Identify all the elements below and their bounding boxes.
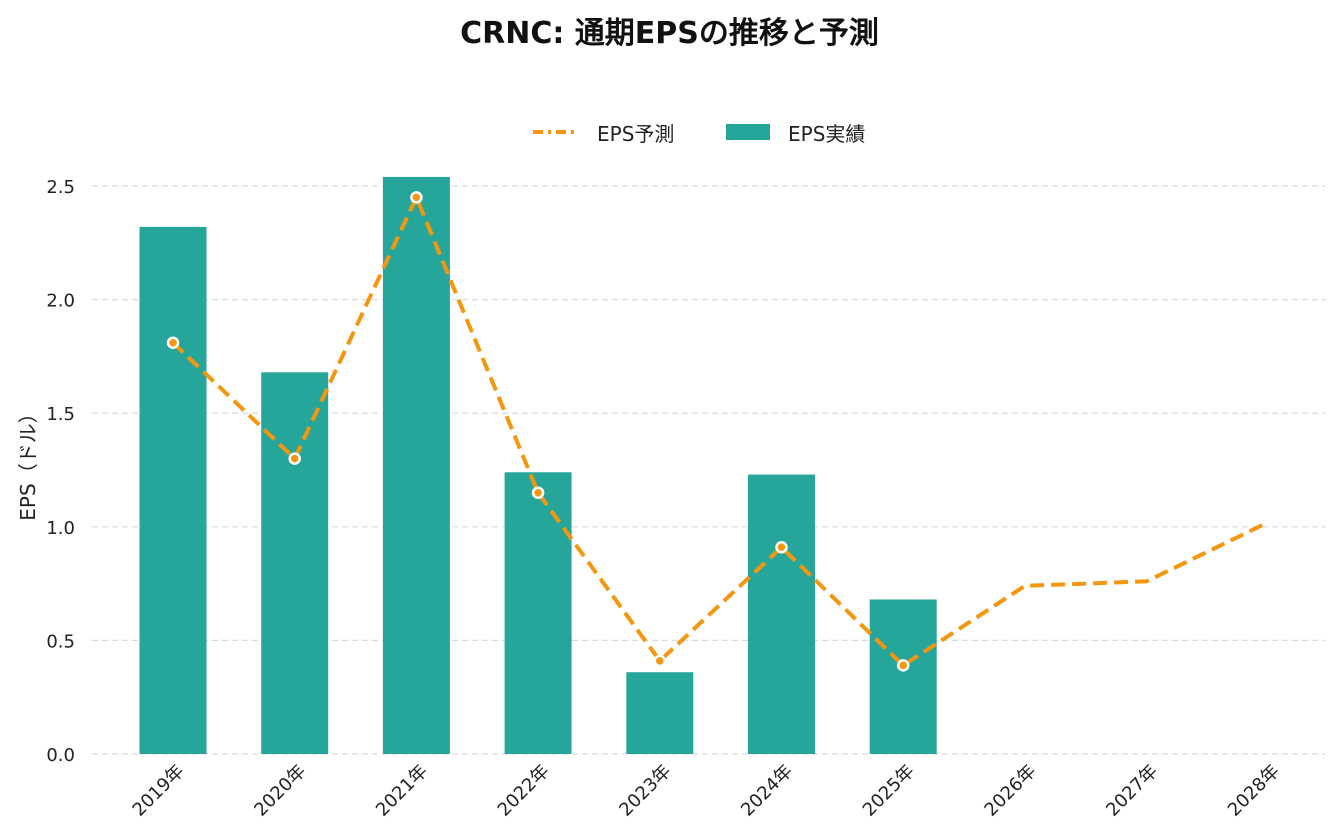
x-tick-label: 2024年 bbox=[737, 761, 797, 821]
y-tick-label: 0.0 bbox=[46, 745, 75, 766]
legend-actual-label: EPS実績 bbox=[788, 122, 865, 146]
x-tick-label: 2025年 bbox=[859, 761, 919, 821]
bar-actual bbox=[869, 599, 937, 754]
y-tick-label: 0.5 bbox=[46, 631, 75, 652]
y-tick-label: 2.5 bbox=[46, 177, 75, 198]
chart-title: CRNC: 通期EPSの推移と予測 bbox=[460, 16, 879, 51]
bar-actual bbox=[382, 176, 450, 755]
forecast-point bbox=[653, 654, 667, 668]
bar-actual bbox=[139, 226, 207, 754]
legend-actual-swatch bbox=[726, 124, 770, 140]
y-tick-label: 2.0 bbox=[46, 291, 75, 312]
forecast-point bbox=[166, 336, 180, 350]
line-layer bbox=[166, 191, 1270, 672]
forecast-point bbox=[896, 659, 910, 672]
y-tick-label: 1.0 bbox=[46, 518, 75, 539]
forecast-line bbox=[171, 195, 1270, 668]
y-axis-label: EPS（ドル） bbox=[16, 403, 40, 520]
x-tick-label: 2022年 bbox=[494, 761, 554, 821]
x-tick-label: 2028年 bbox=[1224, 761, 1284, 821]
legend: EPS予測 EPS実績 bbox=[533, 122, 865, 146]
bar-actual bbox=[504, 472, 572, 754]
forecast-point bbox=[775, 540, 788, 554]
x-tick-label: 2023年 bbox=[615, 761, 675, 821]
x-tick-label: 2027年 bbox=[1102, 761, 1162, 821]
bar-actual bbox=[626, 672, 694, 754]
bar-actual bbox=[748, 474, 815, 754]
forecast-point bbox=[288, 452, 301, 465]
bar-actual bbox=[261, 372, 329, 754]
forecast-point bbox=[531, 486, 545, 499]
bars-layer bbox=[139, 176, 937, 755]
x-tick-label: 2019年 bbox=[129, 761, 189, 821]
legend-forecast-label: EPS予測 bbox=[597, 122, 674, 146]
x-tick-label: 2026年 bbox=[980, 761, 1040, 821]
y-tick-label: 1.5 bbox=[46, 404, 75, 425]
x-tick-label: 2021年 bbox=[372, 761, 432, 821]
x-tick-label: 2020年 bbox=[250, 761, 310, 821]
forecast-point bbox=[410, 191, 423, 204]
